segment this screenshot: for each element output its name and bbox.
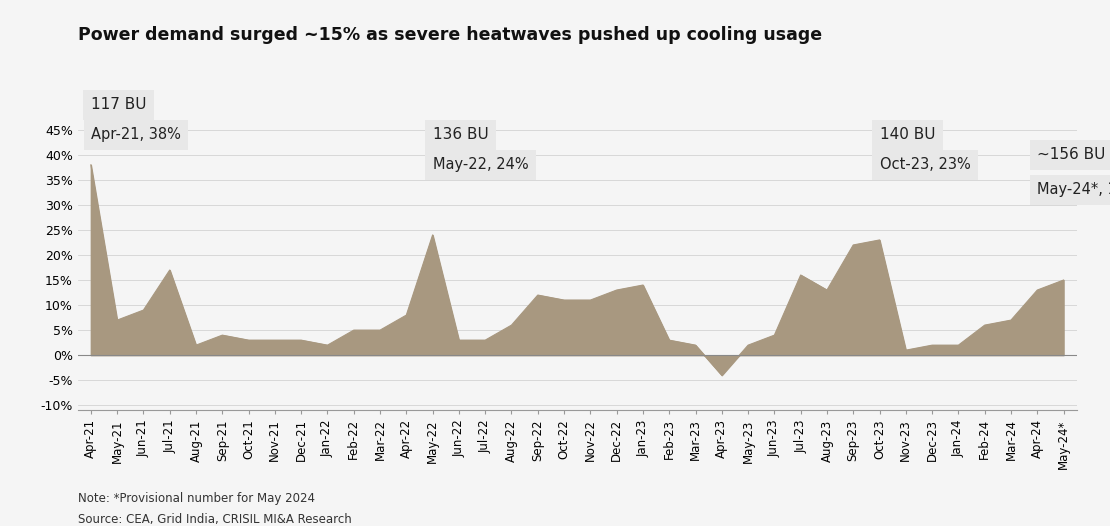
Text: ~156 BU: ~156 BU <box>1037 147 1106 163</box>
Text: Power demand surged ~15% as severe heatwaves pushed up cooling usage: Power demand surged ~15% as severe heatw… <box>78 26 821 44</box>
Text: Note: *Provisional number for May 2024: Note: *Provisional number for May 2024 <box>78 492 315 505</box>
Text: Source: CEA, Grid India, CRISIL MI&A Research: Source: CEA, Grid India, CRISIL MI&A Res… <box>78 513 352 526</box>
Text: 117 BU: 117 BU <box>91 97 147 112</box>
Text: 140 BU: 140 BU <box>879 127 935 142</box>
Text: May-22, 24%: May-22, 24% <box>433 157 528 173</box>
Text: Apr-21, 38%: Apr-21, 38% <box>91 127 181 142</box>
Text: Oct-23, 23%: Oct-23, 23% <box>879 157 970 173</box>
Text: May-24*, 15%: May-24*, 15% <box>1037 183 1110 197</box>
Text: 136 BU: 136 BU <box>433 127 488 142</box>
